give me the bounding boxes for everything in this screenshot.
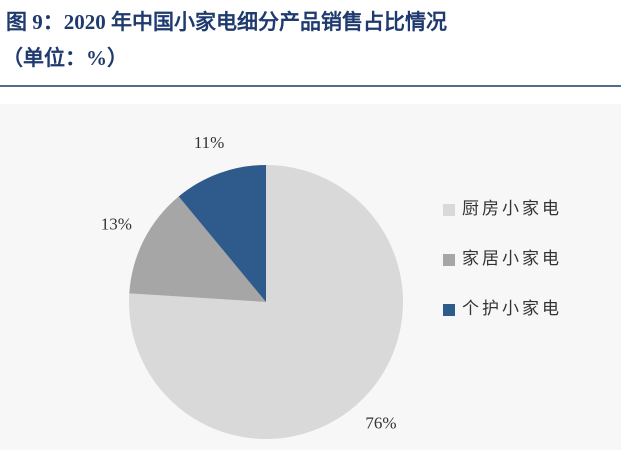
legend-label: 厨房小家电 — [462, 199, 562, 218]
legend-label: 个护小家电 — [462, 299, 562, 318]
data-label: 76% — [365, 413, 396, 432]
legend-swatch — [443, 304, 455, 316]
legend-swatch — [443, 254, 455, 266]
data-label: 13% — [101, 215, 132, 234]
chart-subtitle: （单位：%） — [2, 46, 128, 70]
legend-label: 家居小家电 — [462, 249, 562, 268]
chart-title: 图 9：2020 年中国小家电细分产品销售占比情况 — [6, 10, 447, 34]
legend-swatch — [443, 204, 455, 216]
data-label: 11% — [194, 133, 225, 152]
pie-slice — [178, 165, 266, 302]
pie-slice — [129, 196, 266, 302]
